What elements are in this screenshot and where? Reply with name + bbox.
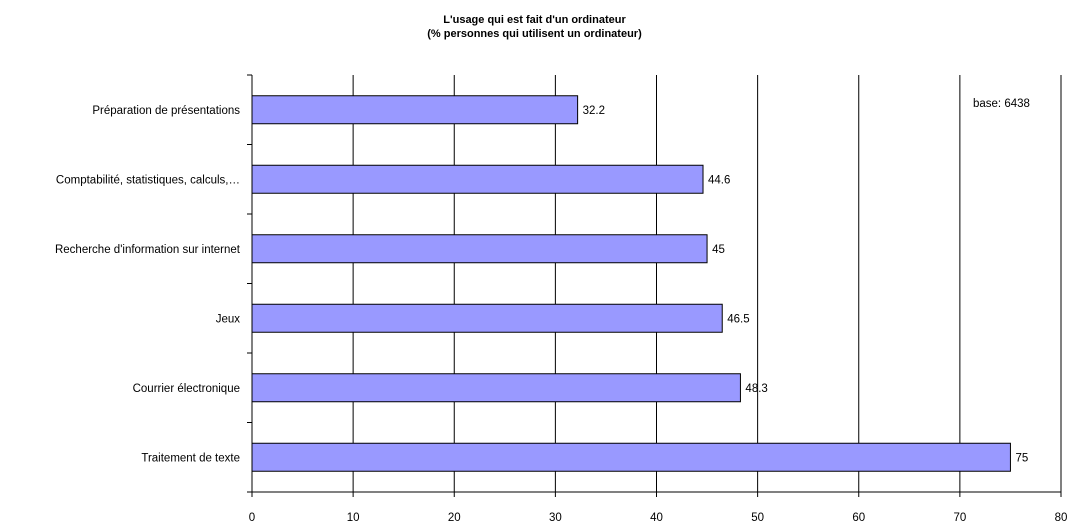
bar-3: [251, 303, 723, 333]
x-tick-label-30: 30: [549, 512, 562, 522]
chart-title: L'usage qui est fait d'un ordinateur: [443, 14, 626, 26]
x-tick-label-50: 50: [751, 512, 764, 522]
x-tick-label-0: 0: [249, 512, 255, 522]
x-tick-label-10: 10: [347, 512, 360, 522]
category-label-5: Traitement de texte: [141, 452, 240, 464]
bar-2: [251, 234, 708, 264]
category-label-4: Courrier électronique: [133, 383, 240, 395]
value-label-1: 44.6: [708, 174, 730, 186]
bar-5: [251, 442, 1011, 472]
x-tick-label-40: 40: [650, 512, 663, 522]
bar-0: [251, 95, 579, 125]
bars: [251, 95, 1011, 472]
value-label-3: 46.5: [727, 313, 749, 325]
value-label-5: 75: [1015, 452, 1028, 464]
category-label-0: Préparation de présentations: [92, 105, 240, 117]
category-label-1: Comptabilité, statistiques, calculs,…: [56, 174, 240, 186]
grid-lines: [352, 75, 1062, 492]
x-tick-label-60: 60: [852, 512, 865, 522]
labels: 32.2 Préparation de présentations 44.6 Comp…: [55, 105, 1067, 522]
x-tick-label-70: 70: [953, 512, 966, 522]
value-label-2: 45: [712, 244, 725, 256]
value-label-0: 32.2: [583, 105, 605, 117]
axes: [247, 74, 1062, 497]
category-label-2: Recherche d'information sur internet: [55, 244, 241, 256]
bar-1: [251, 164, 704, 194]
category-label-3: Jeux: [216, 313, 241, 325]
x-tick-label-20: 20: [448, 512, 461, 522]
base-annotation: base: 6438: [973, 98, 1030, 110]
value-label-4: 48.3: [745, 383, 767, 395]
bar-4: [251, 373, 741, 403]
x-tick-label-80: 80: [1055, 512, 1068, 522]
chart-subtitle: (% personnes qui utilisent un ordinateur…: [427, 28, 642, 40]
